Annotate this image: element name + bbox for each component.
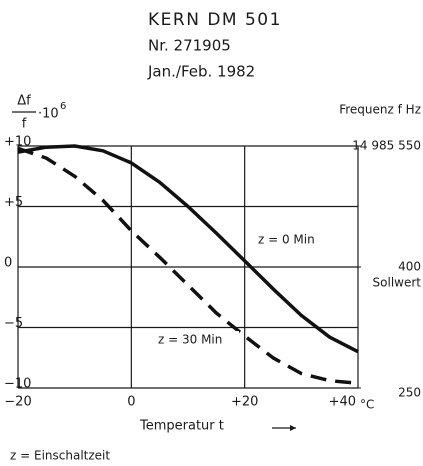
- series-label: z = 30 Min: [158, 333, 222, 347]
- y-tick-label: +5: [4, 195, 23, 210]
- chart-subtitle: Jan./Feb. 1982: [147, 63, 255, 81]
- y-label-numerator: Δf: [17, 94, 31, 109]
- series-line: [17, 146, 359, 385]
- chart-subtitle: Nr. 271905: [148, 37, 231, 55]
- y2-tick-label: 250: [398, 386, 421, 400]
- arrow-head: [290, 425, 296, 431]
- y-label-exponent: 6: [60, 101, 66, 112]
- label-bg: [155, 331, 239, 349]
- y-label-denominator: f: [22, 117, 27, 132]
- y2-tick-label: 400: [398, 260, 421, 274]
- y2-label: Frequenz f Hz: [339, 103, 421, 117]
- x-unit: °C: [360, 398, 374, 412]
- x-tick-label: −20: [4, 395, 31, 410]
- label-bg: [255, 231, 339, 249]
- footnote: z = Einschaltzeit: [10, 449, 110, 463]
- x-tick-label: 0: [127, 395, 135, 410]
- series-line: [17, 144, 359, 354]
- x-tick-label: +20: [231, 395, 258, 410]
- x-label: Temperatur t: [139, 419, 224, 434]
- x-tick-label: +40: [329, 395, 356, 410]
- y-label-factor: ·10: [38, 107, 59, 122]
- y2-tick-label: 14 985 550: [352, 139, 421, 153]
- y-tick-label: 0: [4, 256, 12, 271]
- annotation: Sollwert: [373, 276, 422, 290]
- series-label: z = 0 Min: [258, 233, 315, 247]
- chart-title: KERN DM 501: [148, 10, 282, 30]
- y-tick-label: −5: [4, 316, 23, 331]
